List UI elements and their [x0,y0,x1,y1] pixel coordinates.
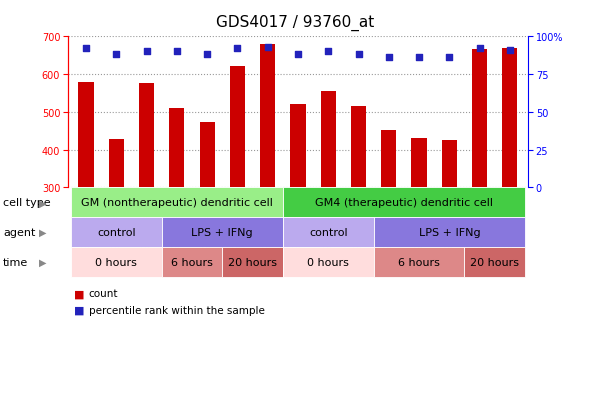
Text: GSM384660: GSM384660 [112,192,122,251]
Text: ▶: ▶ [40,228,47,237]
Point [354,52,363,59]
Text: ▶: ▶ [40,257,47,267]
Text: GSM384662: GSM384662 [142,192,152,251]
Point [81,46,91,52]
Bar [502,49,517,188]
Text: count: count [88,289,118,299]
Text: GSM384657: GSM384657 [384,192,394,252]
Text: agent: agent [3,228,35,237]
Bar [411,139,427,188]
Text: GSM384659: GSM384659 [323,192,333,251]
Point [414,55,424,62]
Text: GSM384656: GSM384656 [81,192,91,251]
Point [232,46,242,52]
Point [475,46,484,52]
Text: GM4 (therapeutic) dendritic cell: GM4 (therapeutic) dendritic cell [315,198,493,208]
Bar [199,122,215,188]
Text: LPS + IFNg: LPS + IFNg [191,228,253,237]
Text: cell type: cell type [3,198,51,208]
Point [202,52,212,59]
Bar [442,141,457,188]
Text: GSM384655: GSM384655 [293,192,303,252]
Text: ■: ■ [74,289,84,299]
Bar [169,109,185,188]
Point [293,52,303,59]
Text: GSM384669: GSM384669 [505,192,515,251]
Text: GSM384668: GSM384668 [474,192,484,251]
Bar [230,67,245,188]
Bar [290,104,306,188]
Bar [139,84,154,188]
Point [112,52,121,59]
Bar [320,92,336,188]
Text: GSM384661: GSM384661 [353,192,363,251]
Bar [381,131,396,188]
Point [505,47,514,54]
Text: LPS + IFNg: LPS + IFNg [418,228,480,237]
Bar [260,45,276,188]
Text: GDS4017 / 93760_at: GDS4017 / 93760_at [216,14,374,31]
Point [445,55,454,62]
Text: 0 hours: 0 hours [307,257,349,267]
Text: percentile rank within the sample: percentile rank within the sample [88,305,264,315]
Text: time: time [3,257,28,267]
Point [263,45,273,51]
Point [142,49,151,56]
Text: 0 hours: 0 hours [96,257,137,267]
Text: ▶: ▶ [40,198,47,208]
Point [172,49,182,56]
Bar [351,107,366,188]
Text: GSM384663: GSM384663 [202,192,212,251]
Bar [78,83,94,188]
Bar [472,50,487,188]
Bar [109,140,124,188]
Text: GSM384666: GSM384666 [414,192,424,251]
Text: GSM384665: GSM384665 [263,192,273,251]
Point [323,49,333,56]
Point [384,55,394,62]
Text: GSM384667: GSM384667 [444,192,454,251]
Text: GM (nontherapeutic) dendritic cell: GM (nontherapeutic) dendritic cell [81,198,273,208]
Text: GSM384664: GSM384664 [232,192,242,251]
Text: 20 hours: 20 hours [228,257,277,267]
Text: 20 hours: 20 hours [470,257,519,267]
Text: 6 hours: 6 hours [171,257,213,267]
Text: 6 hours: 6 hours [398,257,440,267]
Text: GSM384658: GSM384658 [172,192,182,251]
Text: ■: ■ [74,305,84,315]
Text: control: control [309,228,348,237]
Text: control: control [97,228,136,237]
